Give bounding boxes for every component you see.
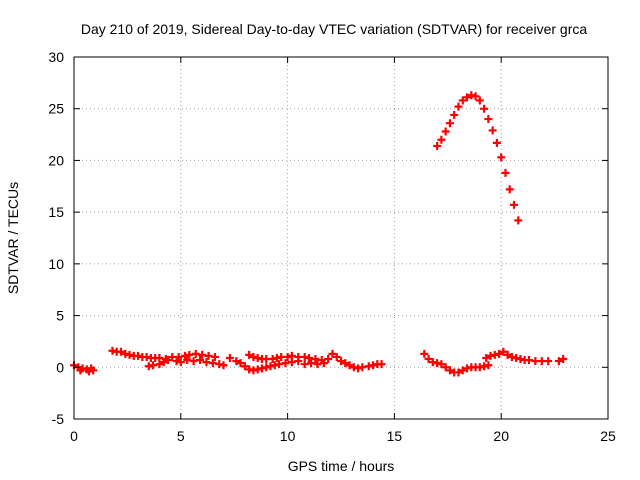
y-tick-label: 20 (48, 152, 64, 168)
y-tick-label: 25 (48, 101, 64, 117)
data-points (70, 91, 568, 377)
x-axis-title: GPS time / hours (288, 458, 395, 474)
data-point (232, 357, 241, 366)
data-point (161, 355, 170, 364)
y-tick-label: 10 (48, 256, 64, 272)
data-point (450, 110, 459, 119)
data-point (501, 168, 510, 177)
data-point (482, 353, 491, 362)
data-point (377, 360, 386, 369)
x-tick-label: 25 (600, 428, 616, 444)
data-point (424, 355, 433, 364)
data-point (475, 96, 484, 105)
data-point (445, 366, 454, 375)
data-point (219, 361, 228, 370)
data-point (510, 200, 519, 209)
data-point (319, 359, 328, 368)
data-point (437, 135, 446, 144)
x-tick-label: 20 (493, 428, 509, 444)
data-point (437, 360, 446, 369)
data-point (454, 102, 463, 111)
data-point (484, 361, 493, 370)
data-point (559, 355, 568, 364)
data-point (196, 356, 205, 365)
y-tick-label: -5 (52, 411, 65, 427)
data-point (210, 352, 219, 361)
data-point (441, 127, 450, 136)
y-tick-label: 15 (48, 204, 64, 220)
data-point (332, 352, 341, 361)
data-point (488, 126, 497, 135)
y-tick-label: 0 (56, 359, 64, 375)
data-point (495, 349, 504, 358)
data-point (176, 358, 185, 367)
y-tick-label: 30 (48, 49, 64, 65)
data-point (544, 357, 553, 366)
y-tick-labels: -5 0 5 10 15 20 25 30 (48, 49, 64, 427)
axis-ticks (73, 56, 609, 420)
data-point (420, 349, 429, 358)
data-point (116, 347, 125, 356)
data-point (458, 96, 467, 105)
data-point (337, 357, 345, 366)
data-point (245, 350, 254, 359)
data-point (236, 359, 245, 368)
data-point (484, 115, 493, 124)
data-point (89, 366, 98, 375)
data-point (497, 153, 506, 162)
data-point (499, 347, 508, 356)
chart-title: Day 210 of 2019, Sidereal Day-to-day VTE… (81, 21, 587, 37)
gridlines (74, 57, 608, 419)
data-point (441, 363, 450, 372)
x-tick-label: 5 (177, 428, 185, 444)
data-point (492, 138, 501, 147)
data-point (514, 216, 523, 225)
plot-frame (73, 56, 609, 420)
data-point (463, 93, 472, 102)
data-point (345, 361, 354, 370)
y-tick-label: 5 (56, 308, 64, 324)
data-point (341, 359, 350, 368)
data-point (324, 355, 333, 364)
x-tick-label: 15 (387, 428, 403, 444)
data-point (471, 92, 480, 101)
x-tick-labels: 0 5 10 15 20 25 (70, 428, 616, 444)
data-point (503, 350, 512, 359)
data-point (458, 366, 467, 375)
data-point (505, 185, 514, 194)
data-point (445, 119, 454, 128)
y-axis-title: SDTVAR / TECUs (5, 182, 21, 294)
data-point (328, 349, 337, 358)
data-point (554, 357, 563, 366)
data-point (225, 353, 234, 362)
data-point (454, 368, 463, 377)
data-point (433, 141, 442, 150)
x-tick-label: 10 (280, 428, 296, 444)
data-point (480, 104, 489, 113)
data-point (240, 362, 249, 371)
x-tick-label: 0 (70, 428, 78, 444)
